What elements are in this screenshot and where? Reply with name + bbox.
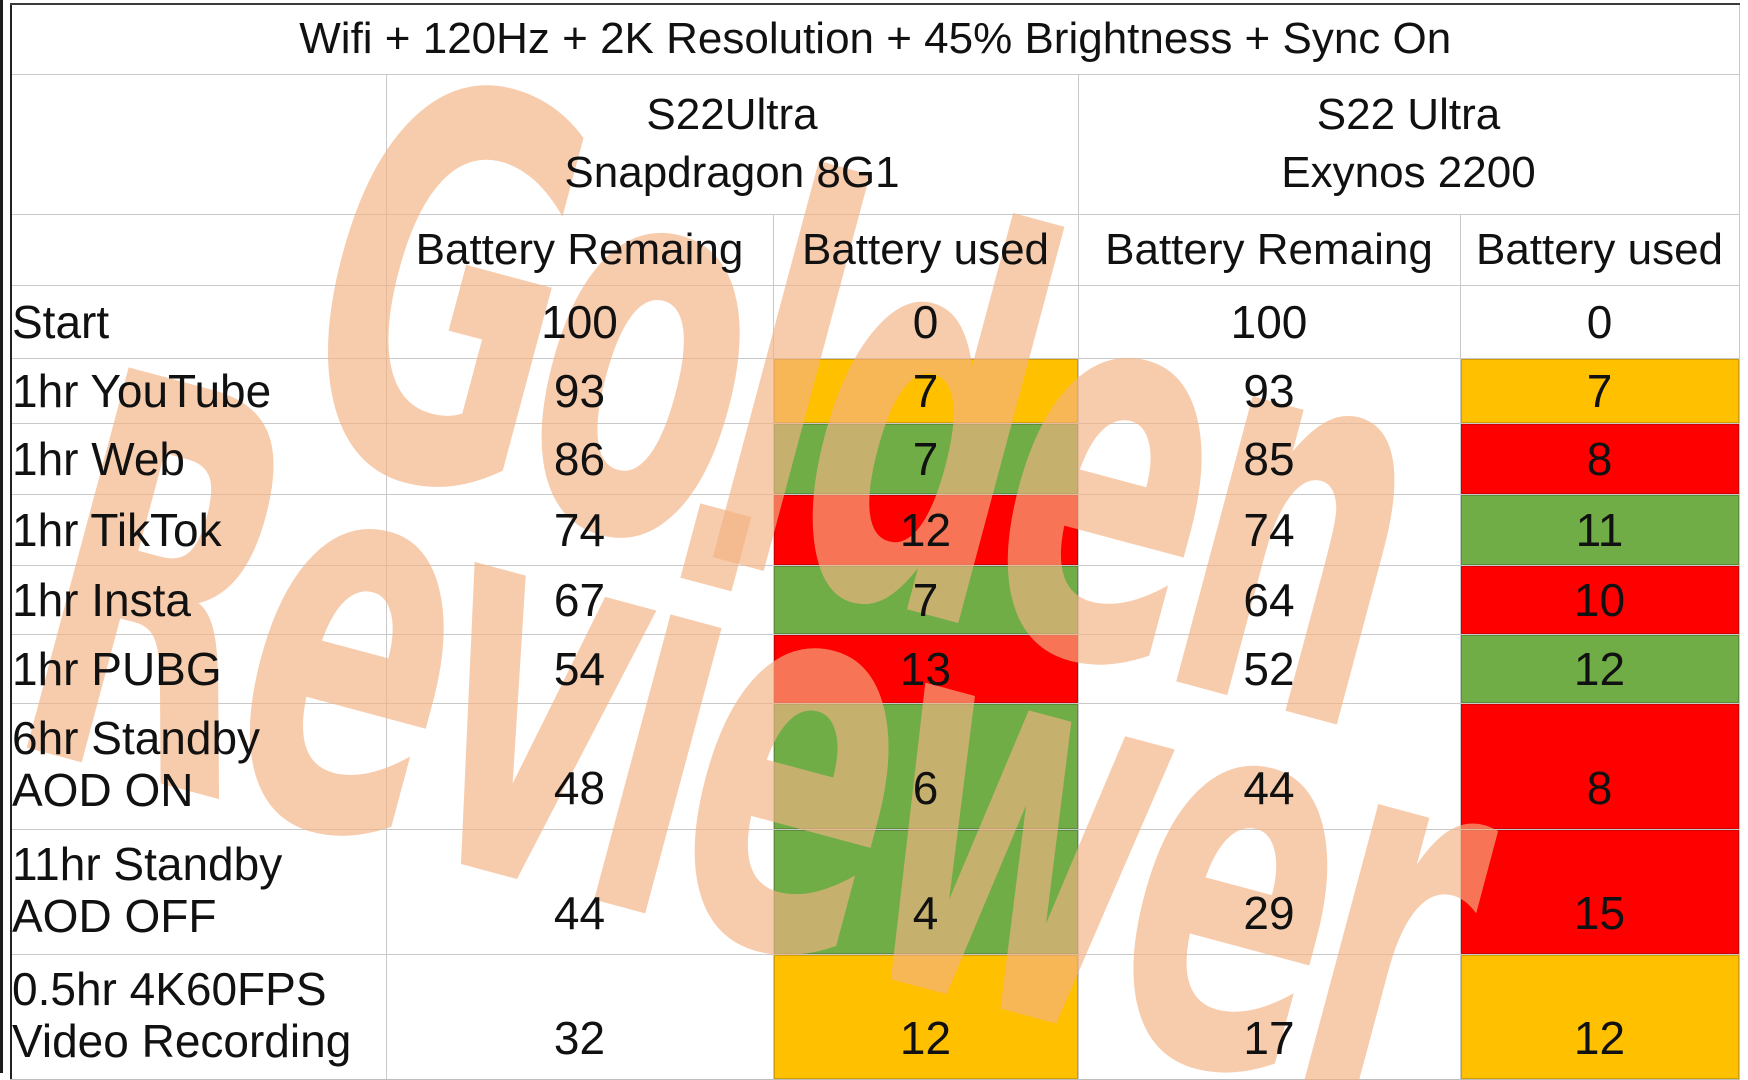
snapdragon-remaining-cell: 44 xyxy=(385,828,774,955)
exynos-remaining-cell: 85 xyxy=(1077,422,1461,495)
corner-empty-cell xyxy=(10,213,387,286)
exynos-remaining-cell: 93 xyxy=(1077,357,1461,424)
snapdragon-used-cell: 4 xyxy=(772,828,1079,955)
snapdragon-used-cell: 13 xyxy=(772,633,1079,704)
exynos-used-cell: 8 xyxy=(1459,422,1740,495)
row-label: 6hr Standby AOD ON xyxy=(10,702,387,830)
table-row: 1hr Web 86 7 85 8 xyxy=(10,422,1740,495)
row-label: 1hr Web xyxy=(10,422,387,495)
row-label: 1hr TikTok xyxy=(10,493,387,566)
snapdragon-used-cell: 12 xyxy=(772,953,1079,1080)
col-header-snapdragon-remaining: Battery Remaing xyxy=(385,213,774,286)
snapdragon-remaining-cell: 74 xyxy=(385,493,774,566)
device-header-row: S22Ultra Snapdragon 8G1 S22 Ultra Exynos… xyxy=(10,73,1740,215)
title-row: Wifi + 120Hz + 2K Resolution + 45% Brigh… xyxy=(10,3,1740,75)
snapdragon-used-cell: 7 xyxy=(772,564,1079,635)
exynos-used-cell: 0 xyxy=(1459,284,1740,359)
exynos-used-cell: 10 xyxy=(1459,564,1740,635)
snapdragon-remaining-cell: 32 xyxy=(385,953,774,1080)
snapdragon-remaining-cell: 48 xyxy=(385,702,774,830)
exynos-remaining-cell: 44 xyxy=(1077,702,1461,830)
row-label: 1hr PUBG xyxy=(10,633,387,704)
snapdragon-used-cell: 7 xyxy=(772,357,1079,424)
table-row: 1hr TikTok 74 12 74 11 xyxy=(10,493,1740,566)
table-row: 1hr PUBG 54 13 52 12 xyxy=(10,633,1740,704)
snapdragon-remaining-cell: 54 xyxy=(385,633,774,704)
exynos-remaining-cell: 29 xyxy=(1077,828,1461,955)
corner-empty-cell xyxy=(10,73,387,215)
column-header-row: Battery Remaing Battery used Battery Rem… xyxy=(10,213,1740,286)
col-header-exynos-remaining: Battery Remaing xyxy=(1077,213,1461,286)
left-frame-line xyxy=(0,0,3,1073)
row-label: 0.5hr 4K60FPS Video Recording xyxy=(10,953,387,1080)
table-row: 1hr Insta 67 7 64 10 xyxy=(10,564,1740,635)
snapdragon-remaining-cell: 100 xyxy=(385,284,774,359)
snapdragon-remaining-cell: 86 xyxy=(385,422,774,495)
table-row: 1hr YouTube 93 7 93 7 xyxy=(10,357,1740,424)
exynos-remaining-cell: 52 xyxy=(1077,633,1461,704)
table-row: 11hr Standby AOD OFF 44 4 29 15 xyxy=(10,828,1740,955)
table-row: 0.5hr 4K60FPS Video Recording 32 12 17 12 xyxy=(10,953,1740,1080)
exynos-used-cell: 7 xyxy=(1459,357,1740,424)
snapdragon-remaining-cell: 93 xyxy=(385,357,774,424)
exynos-remaining-cell: 64 xyxy=(1077,564,1461,635)
table-row: Start 100 0 100 0 xyxy=(10,284,1740,359)
col-header-snapdragon-used: Battery used xyxy=(772,213,1079,286)
snapdragon-used-cell: 12 xyxy=(772,493,1079,566)
snapdragon-used-cell: 6 xyxy=(772,702,1079,830)
snapdragon-used-cell: 7 xyxy=(772,422,1079,495)
row-label: 1hr YouTube xyxy=(10,357,387,424)
battery-comparison-table: Wifi + 120Hz + 2K Resolution + 45% Brigh… xyxy=(10,3,1740,1080)
device-header-snapdragon: S22Ultra Snapdragon 8G1 xyxy=(385,73,1079,215)
exynos-used-cell: 15 xyxy=(1459,828,1740,955)
table-title: Wifi + 120Hz + 2K Resolution + 45% Brigh… xyxy=(10,3,1740,75)
exynos-used-cell: 11 xyxy=(1459,493,1740,566)
row-label: 1hr Insta xyxy=(10,564,387,635)
device-header-exynos: S22 Ultra Exynos 2200 xyxy=(1077,73,1740,215)
row-label: 11hr Standby AOD OFF xyxy=(10,828,387,955)
snapdragon-remaining-cell: 67 xyxy=(385,564,774,635)
exynos-remaining-cell: 100 xyxy=(1077,284,1461,359)
exynos-used-cell: 8 xyxy=(1459,702,1740,830)
snapdragon-used-cell: 0 xyxy=(772,284,1079,359)
row-label: Start xyxy=(10,284,387,359)
exynos-remaining-cell: 74 xyxy=(1077,493,1461,566)
exynos-used-cell: 12 xyxy=(1459,953,1740,1080)
table-row: 6hr Standby AOD ON 48 6 44 8 xyxy=(10,702,1740,830)
col-header-exynos-used: Battery used xyxy=(1459,213,1740,286)
exynos-remaining-cell: 17 xyxy=(1077,953,1461,1080)
exynos-used-cell: 12 xyxy=(1459,633,1740,704)
